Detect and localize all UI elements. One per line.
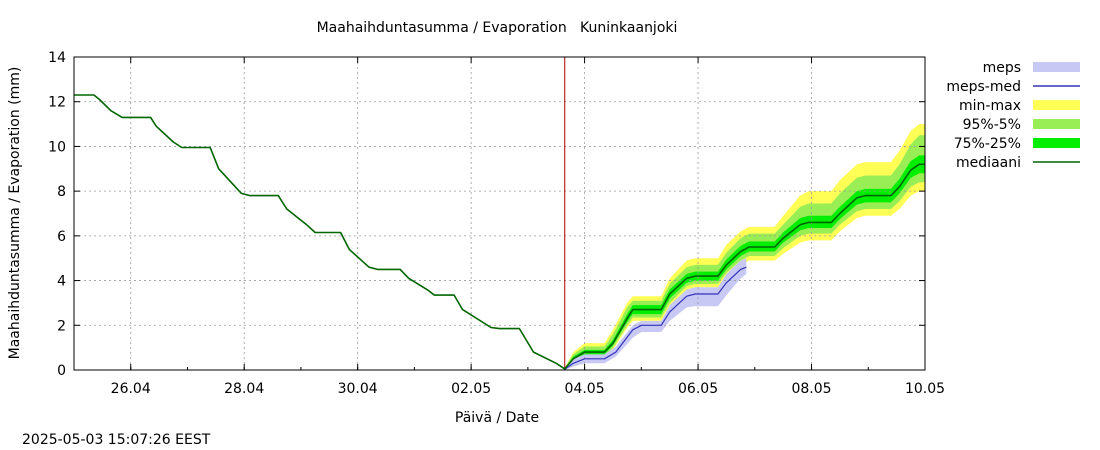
x-tick-label: 30.04 (338, 381, 378, 397)
plot-frame (73, 56, 926, 371)
legend-75-25-swatch (1033, 138, 1080, 148)
legend-95-5-swatch (1033, 119, 1080, 129)
y-tick-label: 10 (48, 139, 66, 155)
legend-min-max-swatch (1033, 100, 1080, 110)
legend-meps-med-label: meps-med (946, 79, 1021, 95)
x-tick-label: 28.04 (224, 381, 264, 397)
y-axis-label: Maahaihduntasumma / Evaporation (mm) (7, 67, 23, 360)
legend-mediaani-label: mediaani (956, 155, 1021, 171)
y-axis-ticks: 0 2 4 6 8 10 12 14 (48, 50, 925, 379)
x-tick-label: 08.05 (791, 381, 831, 397)
y-tick-label: 12 (48, 95, 66, 111)
x-tick-label: 02.05 (451, 381, 491, 397)
y-tick-label: 14 (48, 50, 66, 66)
x-axis-ticks: 26.04 28.04 30.04 02.05 04.05 06.05 08.05 10.05 (73, 57, 945, 397)
x-tick-label: 04.05 (565, 381, 605, 397)
y-tick-label: 4 (57, 274, 66, 290)
timestamp: 2025-05-03 15:07:26 EEST (22, 432, 211, 448)
y-tick-label: 2 (57, 318, 66, 334)
y-tick-label: 8 (57, 184, 66, 200)
legend-min-max-label: min-max (959, 98, 1021, 114)
x-tick-label: 10.05 (905, 381, 945, 397)
meps-med-line (564, 266, 747, 370)
legend-75-25-label: 75%-25% (954, 136, 1021, 152)
legend-95-5-label: 95%-5% (963, 117, 1021, 133)
legend-meps-swatch (1033, 62, 1080, 72)
chart-title: Maahaihduntasumma / Evaporation Kuninkaa… (317, 20, 678, 36)
median-line (564, 163, 925, 370)
x-tick-label: 06.05 (678, 381, 718, 397)
history-line (74, 94, 566, 370)
meps-band (564, 258, 747, 370)
y-tick-label: 0 (57, 363, 66, 379)
x-axis-label: Päivä / Date (455, 410, 539, 426)
legend-meps-label: meps (983, 60, 1021, 76)
legend: meps meps-med min-max 95%-5% 75%-25% mediaani (946, 60, 1080, 171)
x-tick-label: 26.04 (111, 381, 151, 397)
series-lines (74, 57, 925, 370)
y-tick-label: 6 (57, 229, 66, 245)
grid-lines (74, 57, 925, 370)
forecast-bands (564, 124, 925, 370)
